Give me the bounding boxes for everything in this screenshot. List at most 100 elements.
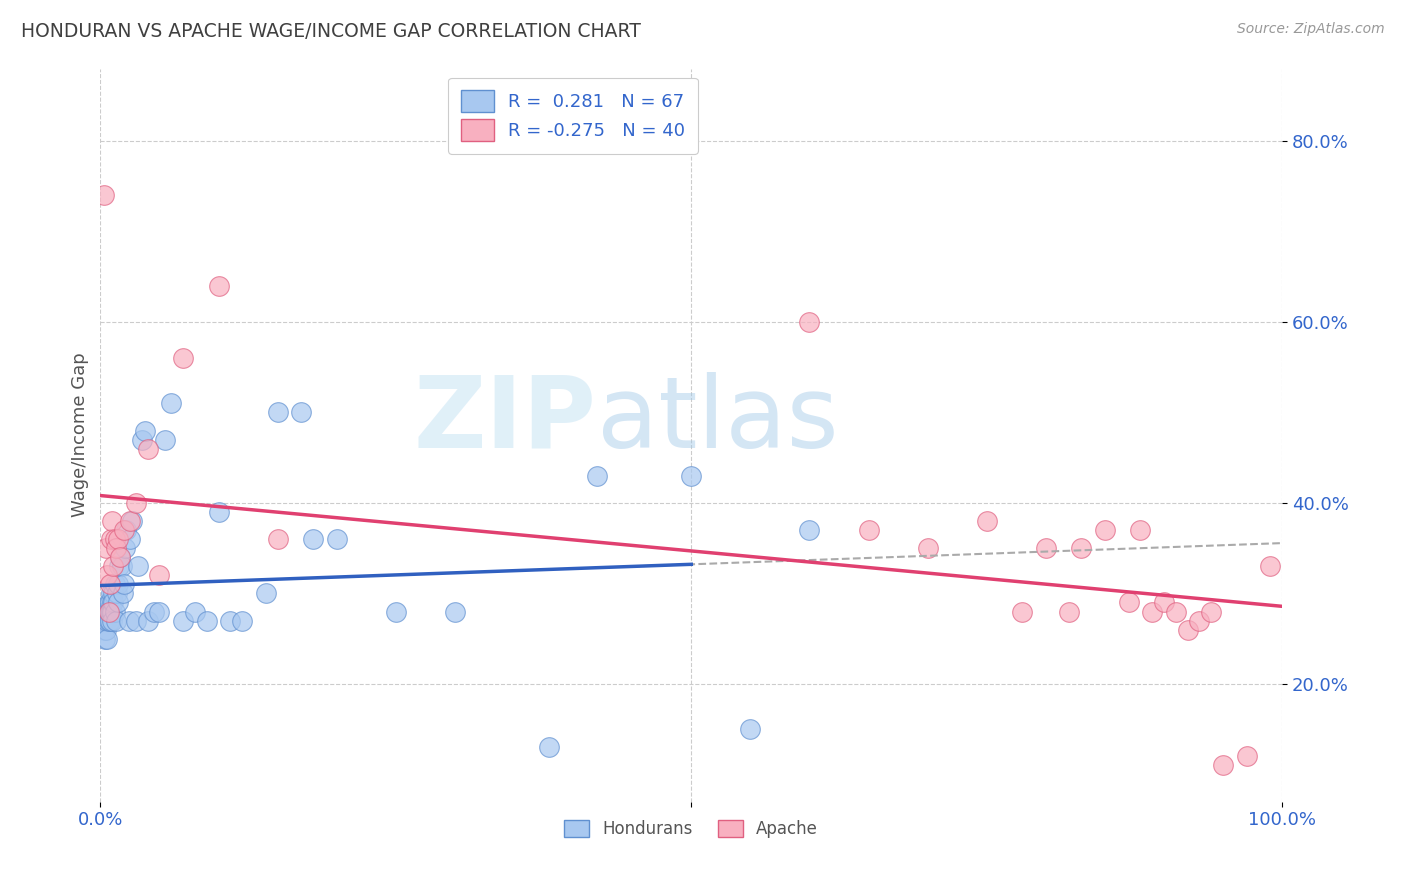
Point [103, 577, 125, 591]
Point [207, 278, 229, 293]
Point [195, 614, 218, 628]
Point [231, 614, 253, 628]
Point [100, 532, 122, 546]
Point [97, 605, 120, 619]
Point [101, 514, 124, 528]
Point [1188, 614, 1211, 628]
Point [96, 632, 118, 646]
Point [93, 605, 115, 619]
Point [1129, 523, 1152, 537]
Point [107, 577, 129, 591]
Y-axis label: Wage/Income Gap: Wage/Income Gap [72, 352, 89, 517]
Point [96, 541, 118, 556]
Point [121, 514, 143, 528]
Point [1177, 623, 1199, 637]
Point [96, 614, 118, 628]
Point [112, 577, 135, 591]
Point [91, 614, 114, 628]
Text: Source: ZipAtlas.com: Source: ZipAtlas.com [1237, 22, 1385, 37]
Point [290, 405, 312, 419]
Point [94, 614, 117, 628]
Point [172, 351, 194, 365]
Point [96, 568, 118, 582]
Point [93, 188, 115, 202]
Point [148, 568, 170, 582]
Point [98, 595, 121, 609]
Point [115, 523, 138, 537]
Point [93, 623, 115, 637]
Point [184, 605, 207, 619]
Point [125, 614, 148, 628]
Point [302, 532, 325, 546]
Point [97, 595, 120, 609]
Point [103, 605, 125, 619]
Point [134, 424, 156, 438]
Point [118, 614, 141, 628]
Point [172, 614, 194, 628]
Point [101, 614, 124, 628]
Point [103, 532, 125, 546]
Point [110, 550, 132, 565]
Point [100, 605, 122, 619]
Point [1070, 541, 1092, 556]
Point [1153, 595, 1175, 609]
Point [1035, 541, 1057, 556]
Point [100, 586, 122, 600]
Point [125, 496, 148, 510]
Point [1094, 523, 1116, 537]
Point [94, 632, 117, 646]
Point [917, 541, 939, 556]
Point [103, 586, 125, 600]
Point [98, 614, 121, 628]
Point [98, 577, 121, 591]
Point [107, 532, 129, 546]
Point [1164, 605, 1187, 619]
Point [142, 605, 165, 619]
Point [101, 595, 124, 609]
Point [98, 605, 121, 619]
Point [127, 559, 149, 574]
Point [114, 541, 136, 556]
Point [105, 586, 128, 600]
Point [111, 586, 134, 600]
Point [104, 541, 127, 556]
Point [858, 523, 880, 537]
Point [444, 605, 467, 619]
Point [1260, 559, 1282, 574]
Point [118, 532, 141, 546]
Point [118, 514, 141, 528]
Point [103, 595, 125, 609]
Point [799, 315, 821, 329]
Point [1212, 758, 1234, 772]
Point [681, 468, 703, 483]
Point [1118, 595, 1140, 609]
Point [219, 614, 242, 628]
Point [976, 514, 998, 528]
Point [97, 614, 120, 628]
Point [97, 605, 120, 619]
Point [155, 433, 177, 447]
Point [96, 614, 118, 628]
Point [207, 505, 229, 519]
Point [103, 559, 125, 574]
Point [538, 740, 561, 755]
Point [104, 614, 127, 628]
Text: HONDURAN VS APACHE WAGE/INCOME GAP CORRELATION CHART: HONDURAN VS APACHE WAGE/INCOME GAP CORRE… [21, 22, 641, 41]
Text: atlas: atlas [596, 372, 838, 469]
Point [96, 605, 118, 619]
Point [266, 532, 288, 546]
Point [1201, 605, 1223, 619]
Point [740, 722, 762, 736]
Point [131, 433, 153, 447]
Point [160, 396, 183, 410]
Point [1236, 749, 1258, 764]
Point [385, 605, 408, 619]
Point [111, 559, 134, 574]
Point [96, 623, 118, 637]
Point [112, 523, 135, 537]
Point [136, 442, 159, 456]
Point [136, 614, 159, 628]
Point [585, 468, 607, 483]
Point [148, 605, 170, 619]
Point [254, 586, 277, 600]
